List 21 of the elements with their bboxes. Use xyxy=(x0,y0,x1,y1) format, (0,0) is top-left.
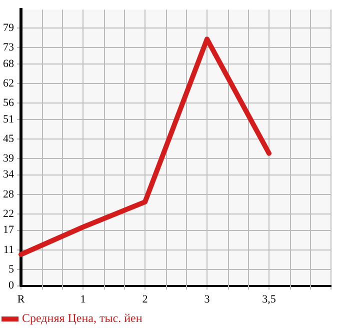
x-tick-label: R xyxy=(17,293,26,306)
y-tick-label: 0 xyxy=(8,280,14,292)
x-tick-label: 2 xyxy=(142,293,148,306)
x-tick-label: 3,5 xyxy=(262,293,276,306)
y-tick-label: 73 xyxy=(3,41,14,54)
y-tick-label: 11 xyxy=(3,244,14,256)
y-tick-label: 34 xyxy=(3,168,14,181)
y-tick-label: 5 xyxy=(8,263,14,276)
legend-label: Средняя Цена, тыс. йен xyxy=(22,311,143,326)
y-tick-label: 68 xyxy=(3,58,14,70)
y-tick-label: 79 xyxy=(3,22,14,34)
y-tick-label: 17 xyxy=(3,224,14,236)
y-tick-label: 45 xyxy=(3,132,14,145)
y-tick-label: 39 xyxy=(3,152,14,164)
x-tick-label: 1 xyxy=(80,293,86,306)
y-tick-label: 22 xyxy=(3,208,14,220)
y-tick-label: 56 xyxy=(3,96,14,109)
x-tick-label: 3 xyxy=(204,293,210,306)
y-tick-label: 51 xyxy=(3,113,14,126)
y-tick-label: 62 xyxy=(3,77,14,90)
y-tick-label: 28 xyxy=(3,188,14,200)
